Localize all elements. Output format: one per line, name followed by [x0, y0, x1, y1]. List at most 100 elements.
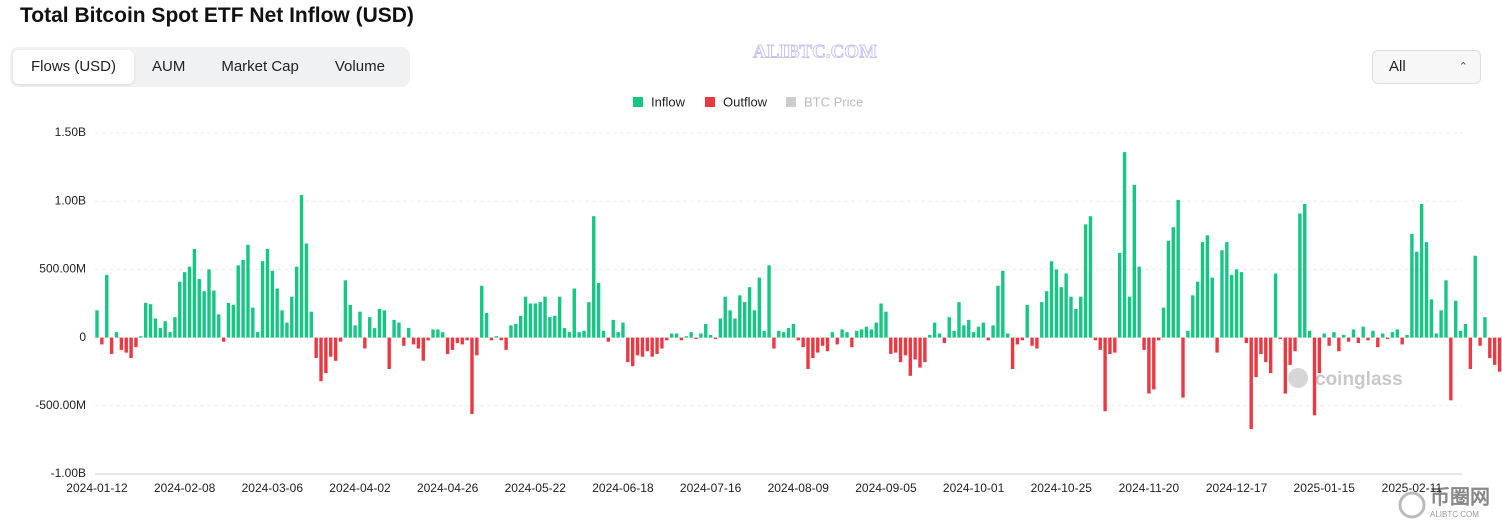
bar: [509, 325, 513, 338]
bar: [918, 337, 922, 368]
bar: [489, 337, 494, 341]
bar: [1020, 337, 1024, 341]
bar: [480, 285, 484, 338]
bar: [923, 337, 927, 363]
bar: [1468, 337, 1473, 369]
bar: [820, 337, 825, 346]
legend-label: BTC Price: [804, 94, 863, 109]
bar: [338, 337, 343, 342]
bar: [1181, 337, 1185, 398]
bar: [684, 336, 688, 338]
bar: [1113, 337, 1117, 353]
bar: [1191, 295, 1195, 338]
bar: [967, 319, 971, 338]
bar: [679, 337, 684, 341]
bar: [1244, 337, 1249, 344]
bar: [1478, 337, 1482, 346]
bar: [1083, 224, 1088, 338]
watermark-icon: [1288, 368, 1308, 388]
bar: [402, 337, 406, 346]
tab[interactable]: Market Cap: [221, 58, 299, 75]
bar: [655, 337, 659, 354]
bar: [119, 337, 124, 350]
bar: [825, 337, 830, 352]
bar: [1463, 323, 1468, 338]
bar: [743, 302, 747, 338]
tab[interactable]: Volume: [334, 58, 385, 75]
bar: [1327, 337, 1331, 346]
bar: [942, 337, 947, 344]
bar: [221, 337, 226, 342]
x-tick-label: 2024-01-12: [66, 481, 128, 495]
bar: [533, 303, 537, 338]
bar: [460, 337, 464, 345]
tab[interactable]: Flows (USD): [13, 50, 134, 84]
bar: [153, 318, 158, 338]
bar: [1444, 280, 1448, 338]
bar: [202, 291, 206, 338]
x-tick-label: 2024-12-17: [1206, 481, 1268, 495]
bar: [124, 337, 128, 353]
bar: [772, 337, 776, 349]
legend-label: Outflow: [723, 94, 768, 109]
logo-name: 币圈网: [1430, 485, 1490, 508]
bar: [557, 296, 562, 338]
bar: [329, 337, 333, 357]
bar: [260, 261, 265, 338]
bar: [1025, 304, 1029, 338]
bar: [1400, 337, 1404, 345]
range-select[interactable]: All ⌃: [1372, 50, 1481, 84]
bar: [786, 328, 791, 338]
legend-swatch: [633, 97, 643, 107]
logo-site: ALIBTC.COM: [1430, 510, 1479, 519]
tab-bar: Flows (USD) AUM Market Cap Volume: [10, 47, 410, 87]
tab[interactable]: AUM: [152, 58, 186, 75]
bar: [207, 269, 211, 338]
bar: [981, 322, 986, 338]
bar: [251, 307, 255, 338]
bar: [781, 332, 786, 338]
bar: [645, 337, 650, 352]
bar: [1044, 291, 1049, 338]
x-tick-label: 2025-01-15: [1294, 481, 1356, 495]
bar: [855, 330, 859, 338]
bar: [421, 337, 425, 361]
bar: [1483, 317, 1487, 338]
bar: [631, 337, 635, 367]
bar: [791, 323, 796, 338]
bar: [1186, 330, 1190, 338]
bar: [1161, 307, 1166, 338]
bar: [499, 337, 503, 341]
bar: [1118, 253, 1122, 338]
bar: [767, 265, 771, 338]
bar: [241, 259, 245, 338]
bar: [1176, 199, 1180, 338]
bar: [290, 296, 294, 338]
legend-swatch: [705, 97, 715, 107]
bar: [1283, 337, 1287, 394]
watermark: ALIBTC.COM: [753, 41, 877, 62]
bar: [718, 318, 723, 338]
bar: [1015, 337, 1020, 345]
bar: [1171, 227, 1175, 338]
bar: [543, 296, 547, 338]
bar: [1454, 300, 1458, 338]
bar: [1317, 337, 1322, 374]
bar: [845, 332, 849, 338]
bar: [494, 336, 499, 338]
select-arrow: ⌃: [1458, 61, 1468, 73]
bar: [1385, 337, 1390, 339]
bar: [275, 288, 279, 338]
bar: [1488, 337, 1492, 359]
bar: [1195, 281, 1200, 338]
bar: [1156, 337, 1161, 341]
bar: [187, 266, 192, 338]
bar: [1424, 242, 1429, 338]
bar: [518, 315, 523, 338]
bar: [256, 332, 260, 338]
bar: [971, 332, 976, 338]
x-tick-label: 2024-07-16: [680, 481, 742, 495]
bar: [105, 274, 109, 338]
bar: [1122, 152, 1127, 338]
